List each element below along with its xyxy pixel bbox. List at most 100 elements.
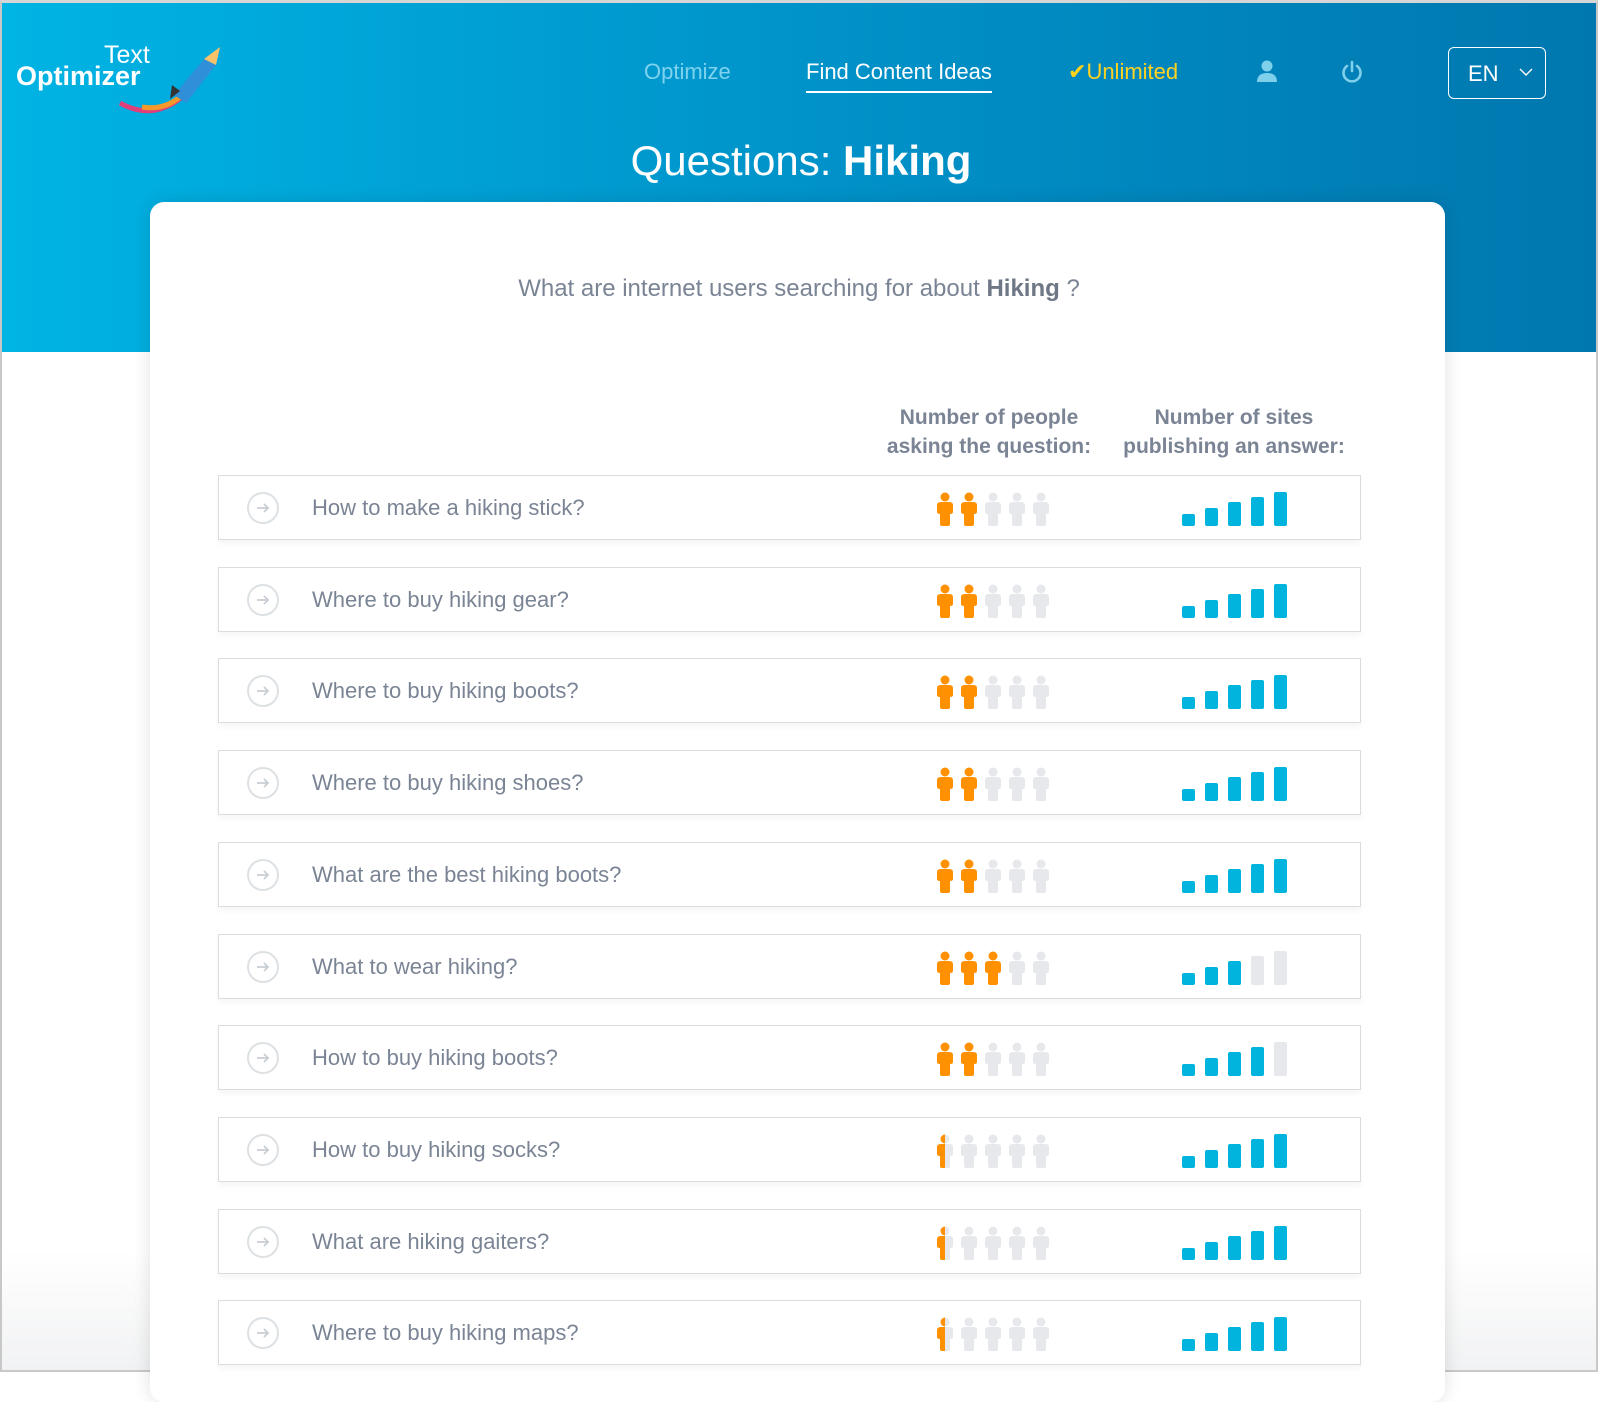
nav-plan-unlimited[interactable]: ✔Unlimited xyxy=(1068,59,1178,85)
chevron-down-icon xyxy=(1519,68,1533,76)
sites-rating xyxy=(1182,858,1292,893)
arrow-circle-icon[interactable] xyxy=(246,1041,280,1075)
sites-rating xyxy=(1182,1133,1292,1168)
question-text[interactable]: Where to buy hiking shoes? xyxy=(312,770,584,796)
site-bar xyxy=(1251,497,1264,526)
person-icon xyxy=(1009,859,1025,893)
page-subtitle: What are internet users searching for ab… xyxy=(518,275,1080,302)
site-bar xyxy=(1251,772,1264,802)
question-row[interactable]: How to buy hiking boots? xyxy=(218,1025,1361,1091)
site-bar xyxy=(1182,972,1195,985)
person-icon xyxy=(1009,1226,1025,1260)
person-icon xyxy=(961,859,977,893)
person-icon xyxy=(1009,492,1025,526)
site-bar xyxy=(1251,588,1264,618)
person-icon xyxy=(937,1317,953,1352)
question-text[interactable]: Where to buy hiking maps? xyxy=(312,1320,579,1346)
power-icon[interactable] xyxy=(1341,60,1363,84)
arrow-circle-icon[interactable] xyxy=(246,674,280,708)
question-row[interactable]: What are hiking gaiters? xyxy=(218,1208,1361,1274)
sites-rating xyxy=(1182,583,1292,618)
site-bar xyxy=(1251,1047,1264,1077)
person-icon xyxy=(1033,1317,1049,1352)
nav-optimize[interactable]: Optimize xyxy=(644,59,731,84)
site-bar xyxy=(1228,1052,1241,1077)
question-text[interactable]: What are the best hiking boots? xyxy=(312,861,622,887)
site-bar xyxy=(1205,874,1218,893)
question-row[interactable]: How to make a hiking stick? xyxy=(218,475,1361,540)
person-icon xyxy=(961,1226,977,1260)
site-bar xyxy=(1274,675,1287,710)
site-bar xyxy=(1274,767,1287,802)
sites-rating xyxy=(1182,766,1292,802)
language-select[interactable]: EN xyxy=(1448,47,1546,99)
site-bar xyxy=(1182,880,1195,893)
question-row[interactable]: What to wear hiking? xyxy=(218,933,1361,999)
question-row[interactable]: Where to buy hiking boots? xyxy=(218,658,1361,724)
question-text[interactable]: What are hiking gaiters? xyxy=(312,1228,550,1254)
question-text[interactable]: How to buy hiking boots? xyxy=(312,1045,558,1071)
arrow-circle-icon[interactable] xyxy=(246,583,280,617)
user-icon[interactable] xyxy=(1257,60,1277,84)
question-text[interactable]: How to make a hiking stick? xyxy=(312,495,585,520)
site-bar xyxy=(1205,691,1218,710)
check-icon: ✔ xyxy=(1068,59,1087,84)
question-text[interactable]: What to wear hiking? xyxy=(312,953,518,979)
person-icon xyxy=(1033,951,1049,985)
person-icon xyxy=(985,767,1001,802)
person-icon xyxy=(985,951,1001,985)
person-icon xyxy=(985,1042,1001,1077)
site-bar xyxy=(1228,502,1241,526)
question-row[interactable]: Where to buy hiking shoes? xyxy=(218,750,1361,816)
question-row[interactable]: How to buy hiking socks? xyxy=(218,1116,1361,1182)
question-text[interactable]: How to buy hiking socks? xyxy=(312,1136,561,1162)
site-bar xyxy=(1274,858,1287,893)
site-bar xyxy=(1228,1143,1241,1168)
arrow-circle-icon[interactable] xyxy=(246,766,280,800)
person-icon xyxy=(937,951,953,985)
language-value: EN xyxy=(1468,61,1499,86)
person-icon xyxy=(961,951,977,985)
person-icon xyxy=(1009,767,1025,802)
arrow-circle-icon[interactable] xyxy=(246,491,280,525)
site-bar xyxy=(1205,1149,1218,1168)
arrow-circle-icon[interactable] xyxy=(246,1225,280,1259)
subtitle-keyword: Hiking xyxy=(986,275,1060,302)
plan-label: Unlimited xyxy=(1086,59,1179,84)
sites-rating xyxy=(1182,1316,1292,1352)
person-icon xyxy=(937,1042,953,1077)
question-text[interactable]: Where to buy hiking boots? xyxy=(312,678,579,704)
person-icon xyxy=(937,1226,953,1260)
site-bar xyxy=(1251,863,1264,893)
site-bar xyxy=(1205,966,1218,985)
nav-find-content-ideas[interactable]: Find Content Ideas xyxy=(806,59,992,93)
question-text[interactable]: Where to buy hiking gear? xyxy=(312,586,569,612)
person-icon xyxy=(1033,584,1049,618)
sites-rating xyxy=(1182,674,1292,710)
site-bar xyxy=(1274,1042,1287,1077)
site-bar xyxy=(1182,697,1195,710)
logo[interactable]: Text Optimizer xyxy=(16,41,226,115)
sites-rating xyxy=(1182,491,1292,526)
page-title: Questions: Hiking xyxy=(630,137,972,184)
arrow-circle-icon[interactable] xyxy=(246,1316,280,1350)
site-bar xyxy=(1182,1064,1195,1077)
site-bar xyxy=(1274,1133,1287,1168)
site-bar xyxy=(1274,583,1287,618)
question-row[interactable]: Where to buy hiking maps? xyxy=(218,1300,1361,1366)
arrow-circle-icon[interactable] xyxy=(246,950,280,984)
site-bar xyxy=(1205,783,1218,802)
rocket-pencil-icon xyxy=(118,47,220,114)
question-row[interactable]: What are the best hiking boots? xyxy=(218,841,1361,907)
site-bar xyxy=(1228,593,1241,618)
person-icon xyxy=(1033,767,1049,802)
person-icon xyxy=(985,584,1001,618)
arrow-circle-icon[interactable] xyxy=(246,1133,280,1167)
arrow-circle-icon[interactable] xyxy=(246,858,280,892)
people-rating xyxy=(935,859,1051,893)
site-bar xyxy=(1274,1225,1287,1260)
people-rating xyxy=(935,492,1051,526)
site-bar xyxy=(1274,492,1287,526)
site-bar xyxy=(1205,599,1218,618)
question-row[interactable]: Where to buy hiking gear? xyxy=(218,566,1361,632)
